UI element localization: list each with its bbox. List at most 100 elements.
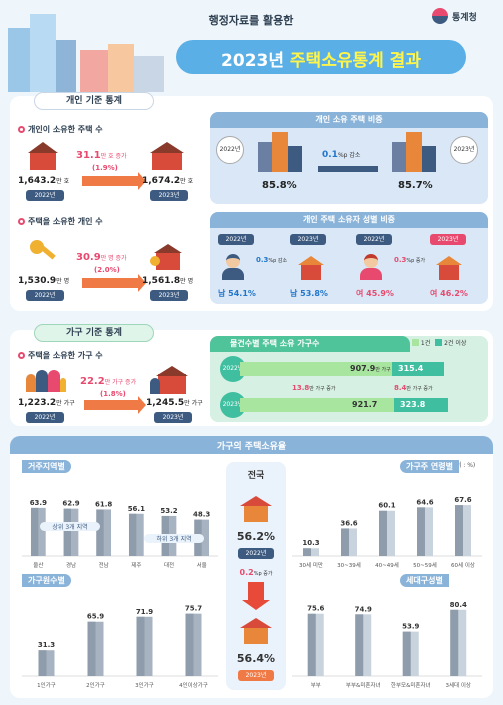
household-section-title: 가구 기준 통계: [34, 324, 154, 342]
hh-2022-value: 1,223.2만 가구: [18, 398, 75, 408]
hh-owners-title: 주택을 소유한 가구 수: [18, 350, 103, 361]
owned-2022-label: 2022년: [26, 190, 64, 201]
gender-title: 개인 주택 소유자 성별 비중: [210, 212, 488, 228]
agency-logo-icon: [432, 8, 448, 24]
agency-name: 통계청: [452, 13, 477, 23]
chart-bar-shade: [303, 548, 311, 556]
chart-value-label: 36.6: [340, 519, 357, 527]
units-delta-two: 8.4만 가구 증가: [394, 384, 433, 392]
house-icon-2022: [28, 142, 58, 170]
legend-1: 1건: [420, 340, 431, 347]
owned-arrow: [82, 172, 146, 190]
chart-category-label: 경남: [66, 561, 76, 569]
rate-unit: (단위 : %): [448, 462, 476, 469]
gen-tag: 세대구성별: [400, 574, 449, 587]
family-icon-2022: [26, 368, 66, 392]
chart-bar-shade: [38, 650, 47, 676]
national-label: 전국: [247, 471, 265, 481]
chart-bar-shade: [185, 613, 194, 676]
chart-bar-shade: [307, 613, 316, 676]
chart-bar-shade: [450, 609, 459, 676]
chart-value-label: 71.9: [136, 608, 153, 616]
rate-title: 가구의 주택소유율: [216, 442, 287, 452]
chart-bar-shade: [341, 528, 349, 556]
age-tag: 가구주 연령별: [400, 460, 459, 473]
chart-value-label: 75.7: [185, 605, 202, 613]
units-2022-one: 907.9만 가구: [350, 364, 391, 373]
rate-title-bar: [10, 436, 493, 454]
chart-category-label: 제주: [131, 561, 141, 569]
chart-value-label: 53.2: [160, 507, 177, 515]
units-2023-bar-two: [394, 398, 448, 412]
share-2023-badge: 2023년: [450, 136, 478, 164]
chart-category-label: 부부: [311, 682, 321, 689]
female-house-icon: [436, 256, 462, 280]
building-icon-2023: [392, 132, 436, 172]
chart-category-label: 3인가구: [135, 681, 154, 689]
region-chart: 63.9 울산 62.9 경남 61.8 전남 56.1 제주 53.2 대전 48.3 서울: [22, 499, 218, 569]
chart-category-label: 60세 이상: [451, 561, 475, 569]
male-house-icon: [298, 256, 324, 280]
national-house-icon-2022: [240, 496, 272, 522]
national-2022-value: 56.2%: [236, 530, 276, 543]
region-bottom-label: 하위 3개 지역: [144, 534, 204, 543]
national-change: 0.2%p 증가: [239, 568, 273, 577]
house-icon-2023: [150, 142, 184, 170]
chart-category-label: 1인가구: [37, 681, 56, 689]
share-title: 개인 소유 주택 비중: [210, 112, 488, 128]
national-2023-value: 56.4%: [236, 652, 276, 665]
chart-bar-shade: [136, 616, 145, 676]
male-change: 0.3%p 감소: [256, 256, 288, 264]
owned-2023-label: 2023년: [150, 190, 188, 201]
owned-houses-title: 개인이 소유한 주택 수: [18, 124, 103, 135]
chart-value-label: 60.1: [378, 502, 395, 510]
title-main: 주택소유통계 결과: [289, 51, 421, 71]
chart-category-label: 30세 미만: [299, 561, 323, 569]
units-2022-two: 315.4: [398, 364, 424, 373]
chart-value-label: 67.6: [454, 496, 471, 504]
chart-bar-shade: [379, 510, 387, 556]
chart-category-label: 전남: [99, 561, 109, 569]
header-subtitle: 행정자료를 활용한: [208, 14, 294, 27]
units-2023-bar-one: [240, 398, 394, 412]
chart-value-label: 74.9: [355, 605, 372, 613]
page-title: 2023년 주택소유통계 결과: [176, 46, 466, 71]
hh-2023-value: 1,245.5만 가구: [146, 398, 203, 408]
female-change: 0.3%p 증가: [394, 256, 426, 264]
owners-2023-value: 1,561.8만 명: [142, 276, 194, 286]
chart-category-label: 한부모&미혼자녀: [391, 681, 431, 689]
header-skyline: [0, 0, 180, 92]
chart-value-label: 62.9: [62, 500, 79, 508]
national-down-arrow-head: [242, 600, 270, 610]
gen-chart: 75.6 부부 74.9 부부&미혼자녀 53.9 한부모&미혼자녀 80.4 3세대 이상: [292, 601, 482, 689]
female-person-icon: [360, 254, 382, 280]
owners-2022-label: 2022년: [26, 290, 64, 301]
building-icon-2022: [258, 132, 302, 172]
family-house-icon-2023: [150, 366, 190, 394]
units-2023-two: 323.8: [400, 400, 426, 409]
chart-bar-shade: [355, 614, 364, 676]
share-change: 0.1%p 감소: [322, 150, 361, 160]
units-title: 물건수별 주택 소유 가구수: [210, 336, 410, 352]
chart-bar-shade: [30, 507, 39, 556]
female-2022-value: 여 45.9%: [356, 289, 394, 298]
male-2022-value: 남 54.1%: [218, 289, 256, 298]
units-2023-one: 921.7: [352, 400, 378, 409]
hh-change: 22.2만 가구 증가: [80, 376, 137, 387]
owned-2022-value: 1,643.2만 호: [18, 176, 70, 186]
hh-2022-label: 2022년: [26, 412, 64, 423]
hh-2023-label: 2023년: [154, 412, 192, 423]
male-2022-label: 2022년: [218, 234, 254, 245]
key-icon-2022: [30, 240, 56, 266]
chart-bar-shade: [96, 509, 104, 556]
chart-value-label: 56.1: [128, 505, 145, 513]
units-delta-one: 13.8만 가구 증가: [292, 384, 336, 392]
male-person-icon: [222, 254, 244, 280]
owners-title: 주택을 소유한 개인 수: [18, 216, 103, 227]
chart-bar-shade: [417, 507, 425, 556]
chart-bar-shade: [63, 508, 71, 556]
units-2022-bar-one: [240, 362, 392, 376]
legend-2: 2건 이상: [444, 340, 467, 347]
chart-value-label: 65.9: [87, 613, 104, 621]
chart-bar-shade: [402, 631, 411, 676]
